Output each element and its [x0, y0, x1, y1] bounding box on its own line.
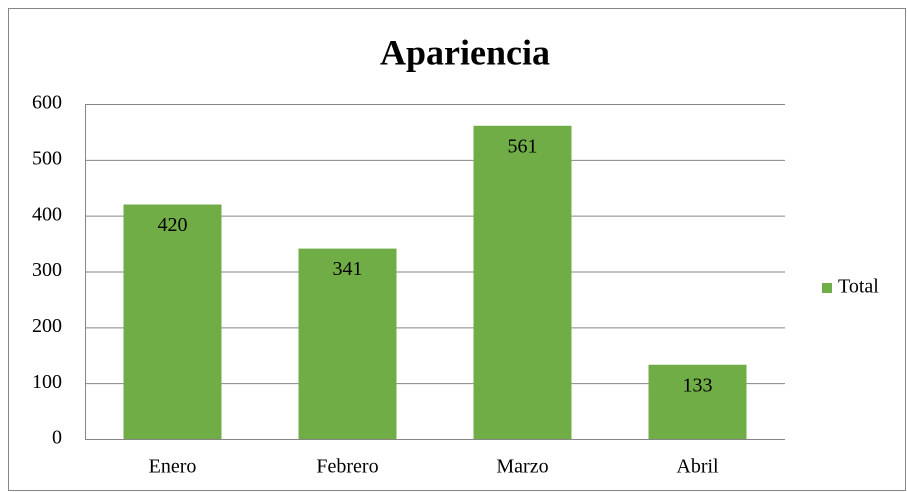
data-label: 420 [158, 214, 188, 236]
bar [298, 248, 397, 439]
bar [473, 125, 572, 440]
x-tick-label: Abril [676, 456, 719, 478]
y-tick-label: 500 [32, 147, 62, 169]
y-tick-label: 600 [32, 92, 62, 114]
legend-swatch [822, 283, 832, 293]
data-label: 341 [333, 258, 363, 280]
y-tick-label: 0 [52, 427, 62, 449]
chart-title: Apariencia [380, 32, 550, 72]
y-tick-label: 100 [32, 371, 62, 393]
bar [123, 204, 222, 439]
y-tick-label: 200 [32, 315, 62, 337]
bar [648, 364, 747, 439]
y-tick-label: 400 [32, 203, 62, 225]
x-tick-label: Marzo [496, 456, 548, 478]
data-label: 133 [683, 374, 713, 396]
x-tick-label: Febrero [316, 456, 378, 478]
data-label: 561 [508, 135, 538, 157]
legend-label: Total [838, 276, 879, 298]
x-tick-label: Enero [149, 456, 197, 478]
y-tick-label: 300 [32, 259, 62, 281]
